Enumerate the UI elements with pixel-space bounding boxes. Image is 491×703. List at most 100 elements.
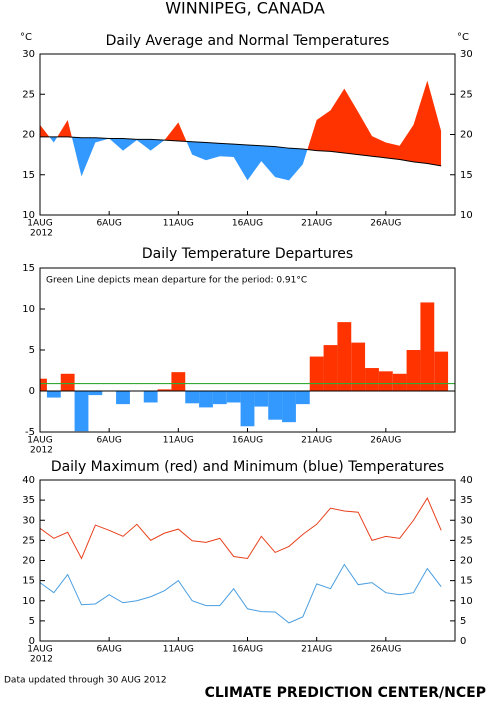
bar (157, 389, 172, 391)
x-tick-label: 6AUG (96, 436, 121, 446)
bar (199, 391, 213, 408)
y2-tick-label: 40 (460, 475, 473, 486)
bar (60, 373, 75, 391)
bar (309, 356, 324, 391)
bar (406, 350, 421, 391)
bar (295, 391, 310, 405)
bar (337, 322, 352, 391)
bar (40, 378, 47, 391)
x-tick-label: 1AUG (27, 219, 52, 229)
y2-unit: °C (457, 32, 469, 43)
x-tick-label: 11AUG (163, 645, 194, 655)
bar (378, 371, 393, 391)
y-tick-label: 40 (22, 475, 35, 486)
y-tick-label: 25 (22, 535, 35, 546)
normal-line (40, 136, 442, 167)
x-tick-label: 11AUG (163, 219, 194, 229)
y-tick-label: 15 (22, 170, 35, 181)
bar (143, 391, 158, 403)
y-tick-label: 0 (29, 386, 35, 397)
y2-tick-label: 15 (460, 170, 473, 181)
bar (185, 391, 200, 404)
y-tick-label: 15 (22, 263, 35, 274)
series-line (39, 563, 442, 624)
y2-tick-label: 5 (460, 616, 466, 627)
y-tick-label: 10 (22, 210, 35, 221)
x-tick-label: 6AUG (96, 219, 121, 229)
bar (240, 391, 255, 427)
y-tick-label: -5 (25, 427, 35, 438)
x-tick-label: 21AUG (301, 436, 332, 446)
bar (420, 302, 435, 391)
x-tick-label: 21AUG (301, 645, 332, 655)
bar (226, 391, 241, 403)
y-tick-label: 15 (22, 576, 35, 587)
y2-tick-label: 15 (460, 576, 473, 587)
y2-tick-label: 10 (460, 596, 473, 607)
chart-title: Daily Maximum (red) and Minimum (blue) T… (51, 459, 444, 475)
footer-note: Data updated through 30 AUG 2012 (4, 676, 167, 686)
y-tick-label: 5 (29, 616, 35, 627)
year-label: 2012 (30, 655, 53, 665)
y2-tick-label: 25 (460, 535, 473, 546)
y2-tick-label: 20 (460, 556, 473, 567)
bar (88, 391, 103, 396)
y-unit: °C (20, 32, 32, 43)
y2-tick-label: 35 (460, 495, 473, 506)
x-tick-label: 26AUG (370, 436, 401, 446)
y-tick-label: 20 (22, 556, 35, 567)
year-label: 2012 (30, 229, 53, 239)
page-title: WINNIPEG, CANADA (165, 0, 325, 18)
bar (351, 342, 366, 391)
plot-frame (39, 479, 456, 642)
x-tick-label: 1AUG (27, 436, 52, 446)
x-tick-label: 16AUG (232, 436, 263, 446)
y-tick-label: 10 (22, 304, 35, 315)
y-tick-label: 30 (22, 49, 35, 60)
x-tick-label: 16AUG (232, 219, 263, 229)
y2-tick-label: 25 (460, 89, 473, 100)
area-below (40, 136, 442, 181)
bar (323, 345, 338, 391)
x-tick-label: 1AUG (27, 645, 52, 655)
year-label: 2012 (30, 446, 53, 456)
plot-frame (39, 53, 456, 216)
bar (171, 372, 186, 391)
chart-title: Daily Average and Normal Temperatures (106, 33, 390, 49)
bar (434, 351, 449, 391)
bar (282, 391, 296, 423)
annotation: Green Line depicts mean departure for th… (46, 276, 307, 286)
y-tick-label: 20 (22, 130, 35, 141)
x-tick-label: 11AUG (163, 436, 194, 446)
area-above (40, 80, 442, 166)
bars (40, 302, 449, 432)
series-line (39, 497, 442, 560)
y2-tick-label: 20 (460, 130, 473, 141)
y-tick-label: 10 (22, 596, 35, 607)
bar (212, 391, 227, 405)
bar (74, 391, 89, 432)
y-tick-label: 30 (22, 515, 35, 526)
y-tick-label: 0 (29, 636, 35, 647)
x-tick-label: 16AUG (232, 645, 263, 655)
bar (365, 368, 379, 391)
bar (392, 373, 407, 391)
plot-frame (39, 267, 456, 433)
y-tick-label: 35 (22, 495, 35, 506)
x-tick-label: 26AUG (370, 219, 401, 229)
bar (254, 391, 269, 407)
bar (46, 391, 61, 398)
bar (116, 391, 130, 405)
y2-tick-label: 30 (460, 49, 473, 60)
y2-tick-label: 30 (460, 515, 473, 526)
y-tick-label: 25 (22, 89, 35, 100)
footer-credit: CLIMATE PREDICTION CENTER/NCEP (205, 685, 486, 701)
y2-tick-label: 0 (460, 636, 466, 647)
bar (268, 391, 283, 420)
y2-tick-label: 10 (460, 210, 473, 221)
x-tick-label: 6AUG (96, 645, 121, 655)
x-tick-label: 21AUG (301, 219, 332, 229)
chart-title: Daily Temperature Departures (142, 246, 353, 262)
x-tick-label: 26AUG (370, 645, 401, 655)
